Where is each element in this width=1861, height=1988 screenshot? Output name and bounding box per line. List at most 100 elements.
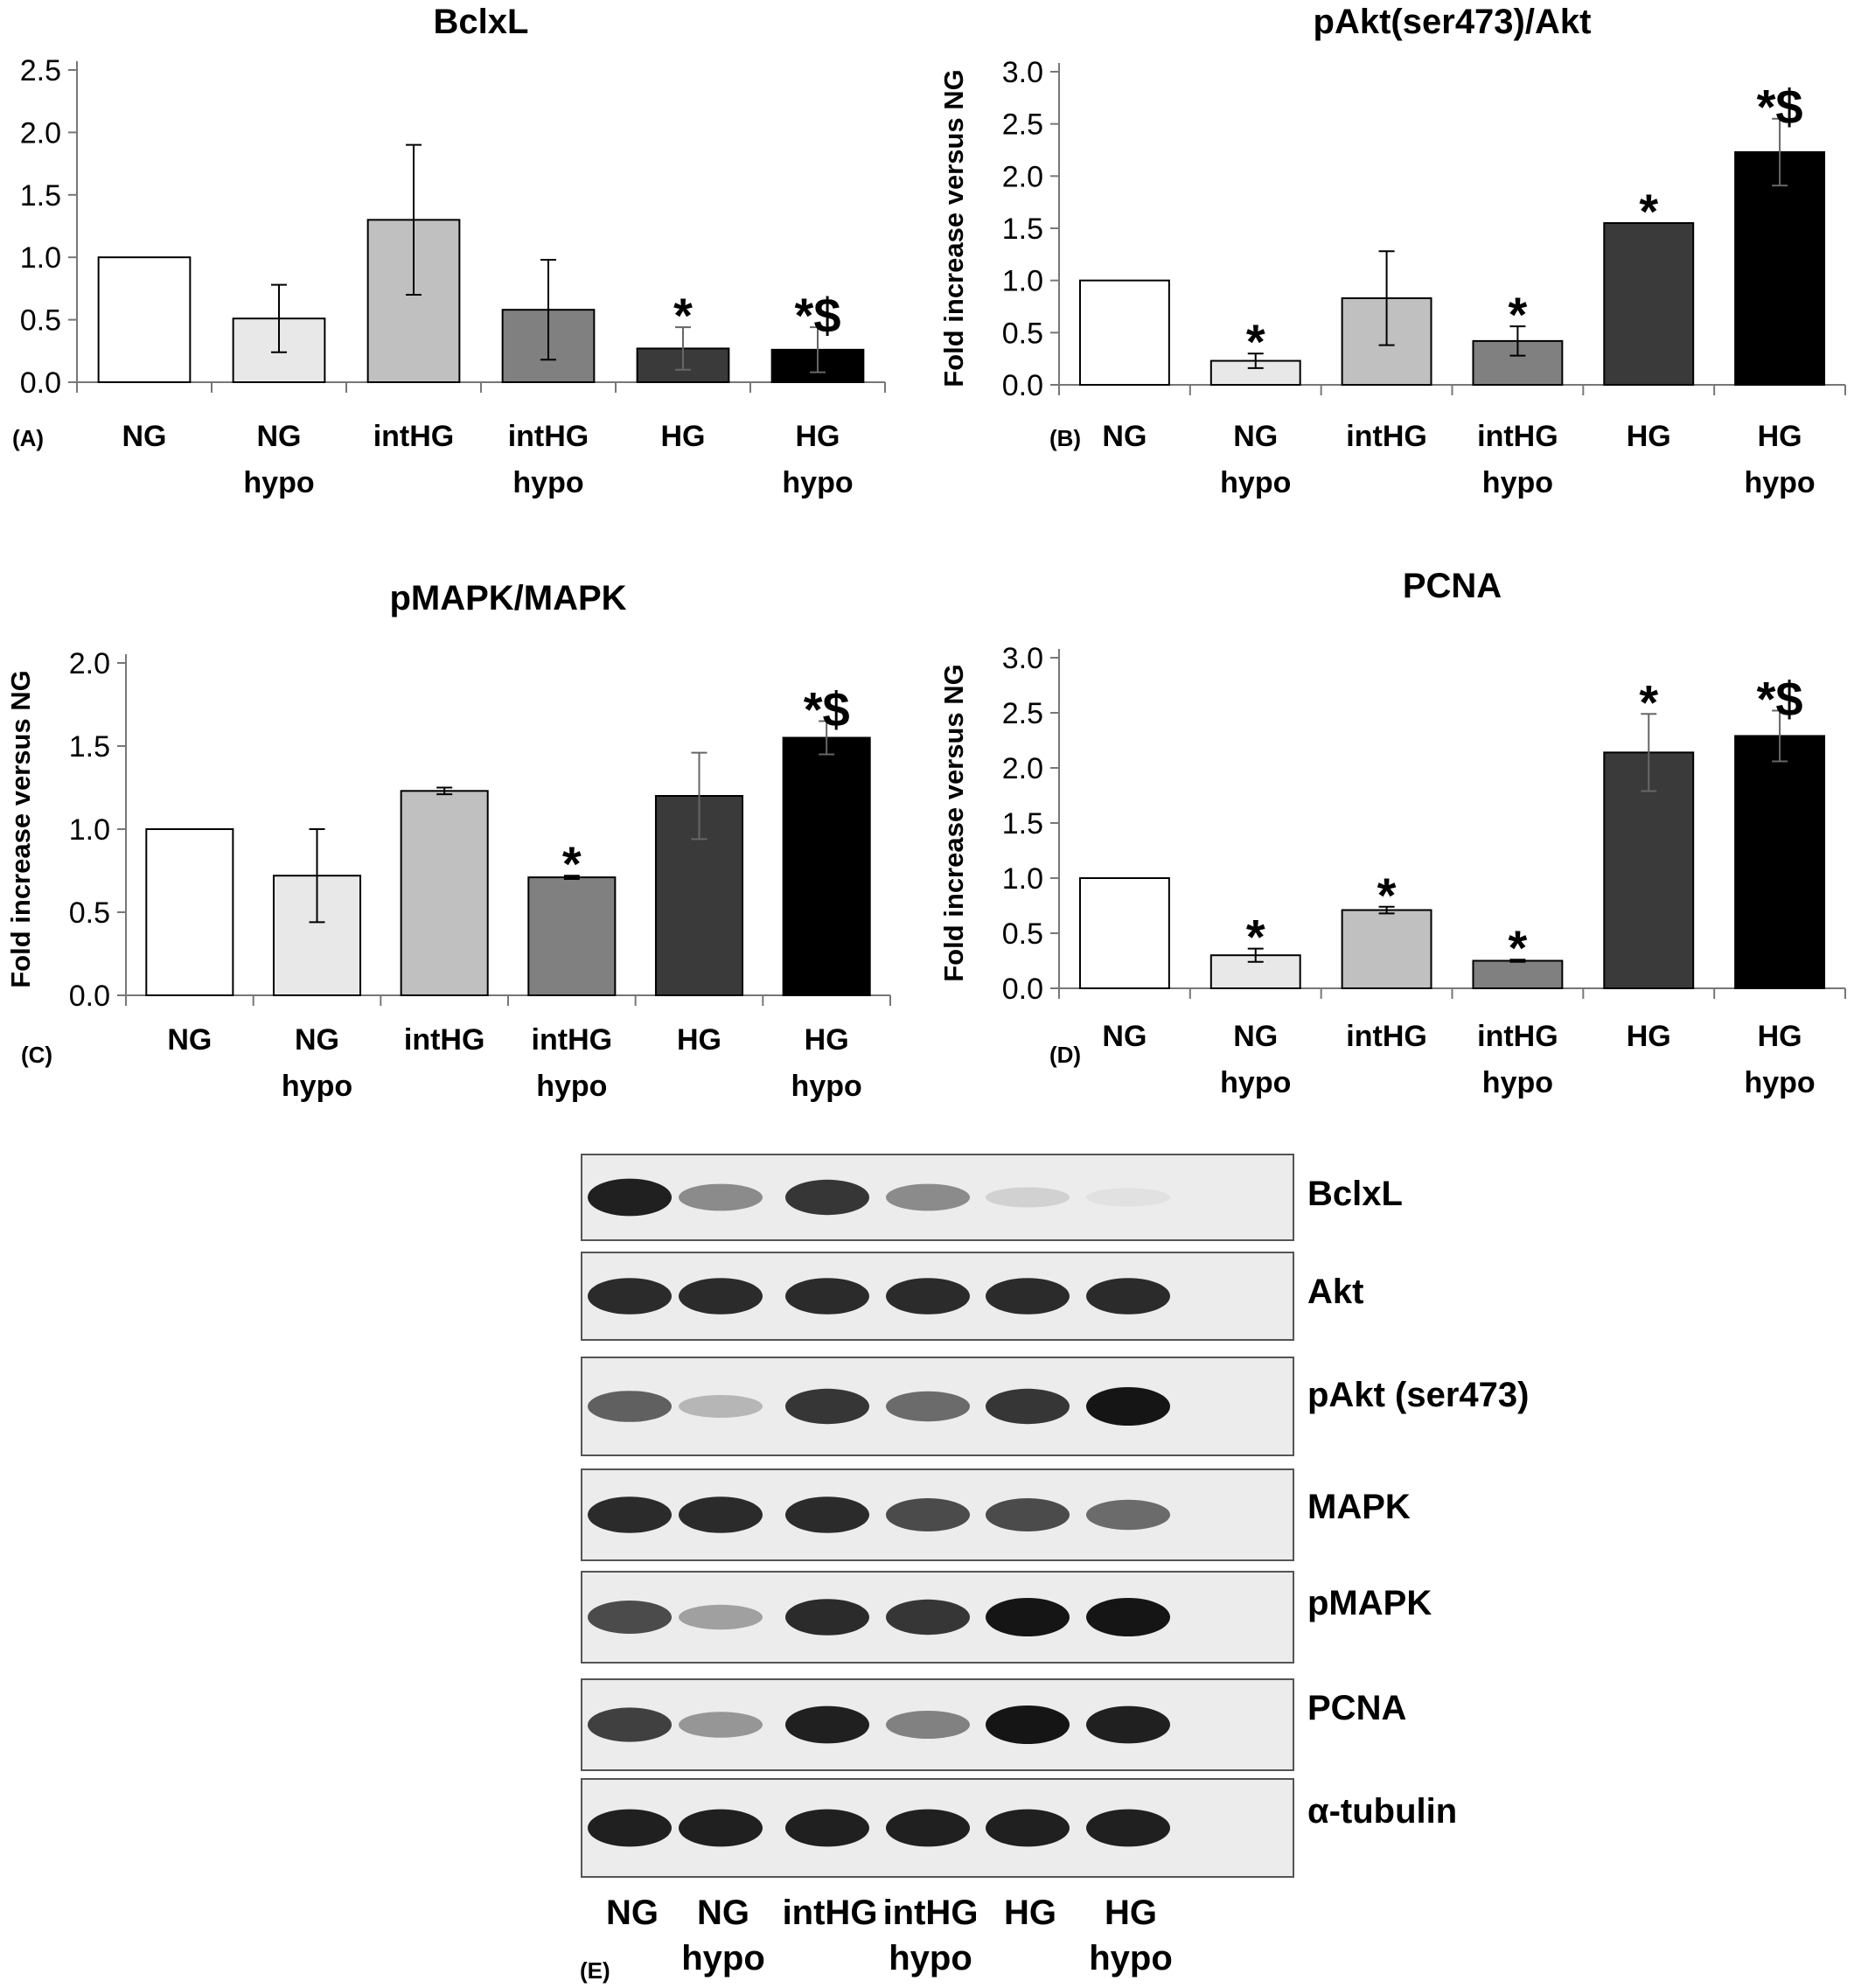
significance-mark: * bbox=[1246, 910, 1265, 965]
category-label: HG bbox=[1758, 1020, 1802, 1053]
category-label: HG bbox=[661, 420, 706, 453]
lane-label: HG bbox=[1004, 1894, 1056, 1932]
y-tick-label: 0.5 bbox=[1002, 317, 1043, 350]
y-tick-label: 0.5 bbox=[20, 304, 61, 338]
blot-strip: BclxL bbox=[581, 1154, 1403, 1241]
category-label: intHG bbox=[1477, 1020, 1558, 1053]
blot-label: α-tubulin bbox=[1307, 1792, 1457, 1831]
bar bbox=[1472, 959, 1564, 989]
significance-mark: *$ bbox=[804, 682, 850, 737]
category-label: hypo bbox=[791, 1070, 862, 1103]
panel-label: (D) bbox=[1049, 1042, 1081, 1068]
category-label: hypo bbox=[1482, 1066, 1553, 1099]
blot-band bbox=[679, 1712, 763, 1738]
category-label: hypo bbox=[1220, 1066, 1291, 1099]
y-tick-label: 1.5 bbox=[69, 730, 110, 764]
blot-band bbox=[1086, 1387, 1170, 1426]
blot-band bbox=[588, 1278, 672, 1315]
lane-label: hypo bbox=[1089, 1939, 1173, 1978]
y-tick-label: 1.5 bbox=[1002, 213, 1043, 246]
blot-band bbox=[785, 1599, 869, 1636]
category-label: hypo bbox=[512, 466, 583, 499]
blot-band bbox=[986, 1388, 1070, 1425]
significance-mark: *$ bbox=[1757, 671, 1803, 726]
category-label: intHG bbox=[508, 420, 589, 453]
blot-band bbox=[886, 1599, 970, 1636]
bar bbox=[1078, 279, 1170, 386]
category-label: intHG bbox=[1346, 1020, 1427, 1053]
blot-band bbox=[886, 1183, 970, 1211]
y-tick-label: 2.5 bbox=[20, 54, 61, 87]
blot-band bbox=[986, 1498, 1070, 1531]
blot-band bbox=[1086, 1499, 1170, 1531]
blot-strip: MAPK bbox=[581, 1468, 1411, 1561]
blot-band bbox=[886, 1391, 970, 1422]
chart-title: BclxL bbox=[434, 3, 529, 41]
bar bbox=[97, 256, 192, 384]
y-tick-label: 2.0 bbox=[1002, 160, 1043, 193]
significance-mark: * bbox=[1509, 920, 1528, 975]
category-label: HG bbox=[796, 420, 840, 453]
lane-label: NG bbox=[606, 1894, 659, 1932]
y-tick-label: 0.0 bbox=[69, 980, 110, 1013]
category-label: NG bbox=[1233, 420, 1278, 453]
y-tick-label: 1.0 bbox=[20, 241, 61, 275]
blot-band bbox=[886, 1498, 970, 1531]
category-label: hypo bbox=[282, 1070, 352, 1103]
panel-label: (E) bbox=[580, 1957, 610, 1984]
category-label: NG bbox=[1233, 1020, 1278, 1053]
blot-band bbox=[785, 1278, 869, 1315]
chart-panel-b: pAkt(ser473)/Akt Fold increase versus NG 0… bbox=[938, 3, 1846, 499]
blot-band bbox=[785, 1179, 869, 1216]
category-label: NG bbox=[1102, 1020, 1147, 1053]
blot-band bbox=[679, 1395, 763, 1418]
y-tick-label: 1.5 bbox=[1002, 807, 1043, 841]
bar bbox=[782, 736, 871, 996]
blot-band bbox=[1086, 1188, 1170, 1207]
significance-mark: * bbox=[1639, 674, 1658, 729]
blot-band bbox=[886, 1278, 970, 1315]
blot-strip: PCNA bbox=[581, 1678, 1406, 1771]
category-label: NG bbox=[1102, 420, 1147, 453]
significance-mark: * bbox=[1639, 184, 1658, 239]
chart-title: PCNA bbox=[1403, 567, 1502, 605]
y-tick-label: 2.5 bbox=[1002, 697, 1043, 730]
lane-label: intHG bbox=[783, 1894, 878, 1932]
blot-strip: pMAPK bbox=[581, 1571, 1432, 1664]
blot-band bbox=[679, 1183, 763, 1211]
y-tick-label: 0.0 bbox=[1002, 973, 1043, 1006]
y-tick-label: 2.0 bbox=[20, 116, 61, 150]
bar bbox=[272, 875, 362, 997]
blot-label: pAkt (ser473) bbox=[1307, 1376, 1529, 1414]
blot-strip: Akt bbox=[581, 1252, 1363, 1341]
category-label: hypo bbox=[1744, 466, 1815, 499]
blot-strip: α-tubulin bbox=[581, 1778, 1457, 1878]
blot-band bbox=[1086, 1278, 1170, 1315]
y-axis-label: Fold increase versus NG bbox=[938, 69, 969, 387]
blot-band bbox=[679, 1496, 763, 1533]
lane-label: hypo bbox=[681, 1939, 765, 1978]
y-tick-label: 2.0 bbox=[1002, 752, 1043, 785]
y-tick-label: 2.0 bbox=[69, 647, 110, 680]
significance-mark: * bbox=[1509, 287, 1528, 342]
y-tick-label: 0.0 bbox=[20, 366, 61, 400]
y-tick-label: 1.0 bbox=[69, 813, 110, 847]
panel-label: (A) bbox=[12, 425, 44, 451]
blot-label: PCNA bbox=[1307, 1689, 1406, 1727]
blot-band bbox=[986, 1809, 1070, 1847]
y-tick-label: 0.0 bbox=[1002, 369, 1043, 402]
lane-label: HG bbox=[1105, 1894, 1157, 1932]
bar bbox=[400, 790, 489, 996]
blot-band bbox=[886, 1711, 970, 1739]
blot-label: pMAPK bbox=[1307, 1584, 1432, 1622]
y-axis-label: Fold increase versus NG bbox=[5, 670, 36, 988]
category-label: HG bbox=[677, 1023, 721, 1057]
blot-band bbox=[785, 1809, 869, 1847]
chart-title: pAkt(ser473)/Akt bbox=[1314, 3, 1592, 41]
blot-band bbox=[785, 1705, 869, 1744]
blot-band bbox=[886, 1809, 970, 1847]
category-label: hypo bbox=[1220, 466, 1291, 499]
panel-label: (B) bbox=[1049, 425, 1081, 451]
blot-band bbox=[1086, 1809, 1170, 1847]
